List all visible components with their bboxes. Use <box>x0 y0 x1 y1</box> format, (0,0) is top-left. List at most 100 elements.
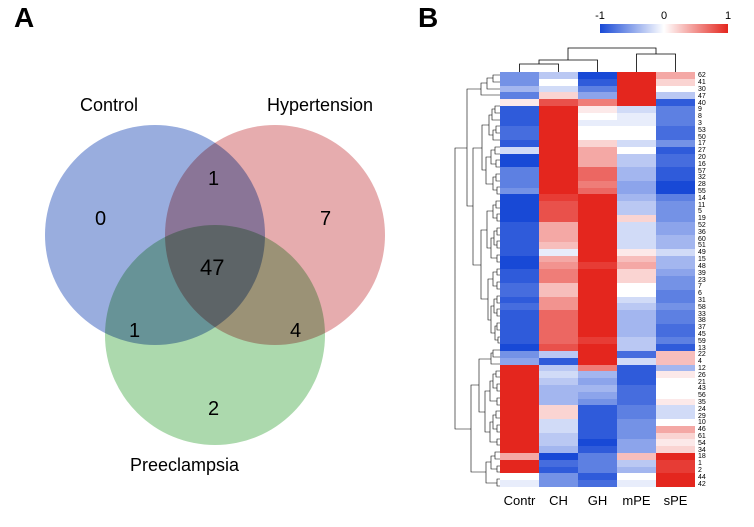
heatmap-cell <box>617 310 656 317</box>
heatmap-cell <box>656 154 695 161</box>
heatmap-cell <box>539 126 578 133</box>
heatmap-cell <box>578 317 617 324</box>
heatmap-cell <box>656 167 695 174</box>
heatmap-cell <box>500 167 539 174</box>
heatmap-cell <box>539 174 578 181</box>
heatmap-cell <box>500 269 539 276</box>
heatmap-row-label: 42 <box>698 481 706 488</box>
heatmap-cell <box>500 399 539 406</box>
heatmap-cell <box>539 453 578 460</box>
heatmap-cell <box>500 276 539 283</box>
heatmap-cell <box>539 467 578 474</box>
heatmap-cell <box>617 283 656 290</box>
heatmap-cell <box>500 133 539 140</box>
heatmap-cell <box>617 72 656 79</box>
heatmap-cell <box>500 283 539 290</box>
heatmap-cell <box>500 86 539 93</box>
heatmap-cell <box>539 201 578 208</box>
heatmap-cell <box>539 405 578 412</box>
heatmap-cell <box>578 371 617 378</box>
heatmap-cell <box>539 235 578 242</box>
heatmap-col-label: CH <box>549 493 568 508</box>
heatmap-cell <box>500 113 539 120</box>
heatmap-cell <box>539 113 578 120</box>
heatmap-cell <box>578 399 617 406</box>
heatmap-cell <box>656 480 695 487</box>
heatmap-cell <box>617 167 656 174</box>
heatmap-cell <box>500 433 539 440</box>
heatmap-cell <box>578 167 617 174</box>
heatmap-cell <box>578 467 617 474</box>
heatmap-cell <box>500 242 539 249</box>
heatmap-cell <box>578 290 617 297</box>
heatmap-cell <box>500 392 539 399</box>
heatmap-cell <box>578 269 617 276</box>
heatmap-cell <box>617 344 656 351</box>
heatmap-cell <box>500 249 539 256</box>
heatmap-cell <box>500 310 539 317</box>
heatmap-cell <box>656 433 695 440</box>
heatmap-cell <box>656 181 695 188</box>
heatmap-cell <box>578 181 617 188</box>
heatmap-cell <box>656 208 695 215</box>
heatmap-cell <box>656 371 695 378</box>
heatmap-cell <box>617 303 656 310</box>
heatmap-cell <box>539 92 578 99</box>
heatmap-cell <box>539 358 578 365</box>
heatmap-cell <box>656 201 695 208</box>
heatmap-cell <box>617 86 656 93</box>
heatmap-cell <box>578 378 617 385</box>
legend-tick: -1 <box>595 10 605 22</box>
heatmap-cell <box>539 412 578 419</box>
heatmap-cell <box>656 303 695 310</box>
heatmap-cell <box>656 86 695 93</box>
venn-label-preeclampsia: Preeclampsia <box>130 455 239 476</box>
heatmap-cell <box>500 405 539 412</box>
heatmap-cell <box>539 371 578 378</box>
heatmap-cell <box>656 79 695 86</box>
heatmap-cell <box>656 235 695 242</box>
heatmap-cell <box>500 147 539 154</box>
venn-value-only_hypertension: 7 <box>320 208 331 231</box>
heatmap-cell <box>617 473 656 480</box>
heatmap-cell <box>656 228 695 235</box>
heatmap-cell <box>617 201 656 208</box>
heatmap-cell <box>656 317 695 324</box>
heatmap-cell <box>539 473 578 480</box>
heatmap-cell <box>500 385 539 392</box>
heatmap-cell <box>578 133 617 140</box>
heatmap-cell <box>500 419 539 426</box>
heatmap-cell <box>656 242 695 249</box>
heatmap-cell <box>617 412 656 419</box>
heatmap-cell <box>617 174 656 181</box>
heatmap-cell <box>578 242 617 249</box>
heatmap-cell <box>578 106 617 113</box>
venn-label-hypertension: Hypertension <box>267 95 373 116</box>
heatmap-cell <box>617 358 656 365</box>
heatmap-cell <box>578 140 617 147</box>
heatmap-cell <box>500 99 539 106</box>
heatmap-cell <box>617 222 656 229</box>
heatmap-cell <box>578 276 617 283</box>
heatmap-cell <box>500 290 539 297</box>
heatmap-cell <box>539 188 578 195</box>
heatmap-cell <box>539 392 578 399</box>
heatmap-cell <box>539 378 578 385</box>
heatmap-cell <box>617 467 656 474</box>
heatmap-cell <box>500 140 539 147</box>
heatmap-cell <box>617 92 656 99</box>
heatmap-cell <box>539 426 578 433</box>
heatmap-cell <box>500 235 539 242</box>
heatmap-cell <box>578 72 617 79</box>
heatmap-cell <box>539 303 578 310</box>
heatmap-cell <box>578 160 617 167</box>
heatmap-cell <box>617 392 656 399</box>
heatmap-cell <box>617 126 656 133</box>
heatmap-cell <box>617 140 656 147</box>
heatmap-cell <box>656 358 695 365</box>
row-dendrogram <box>445 72 500 487</box>
heatmap-cell <box>656 160 695 167</box>
heatmap-cell <box>578 419 617 426</box>
heatmap-cell <box>656 174 695 181</box>
heatmap-col-label: mPE <box>622 493 650 508</box>
